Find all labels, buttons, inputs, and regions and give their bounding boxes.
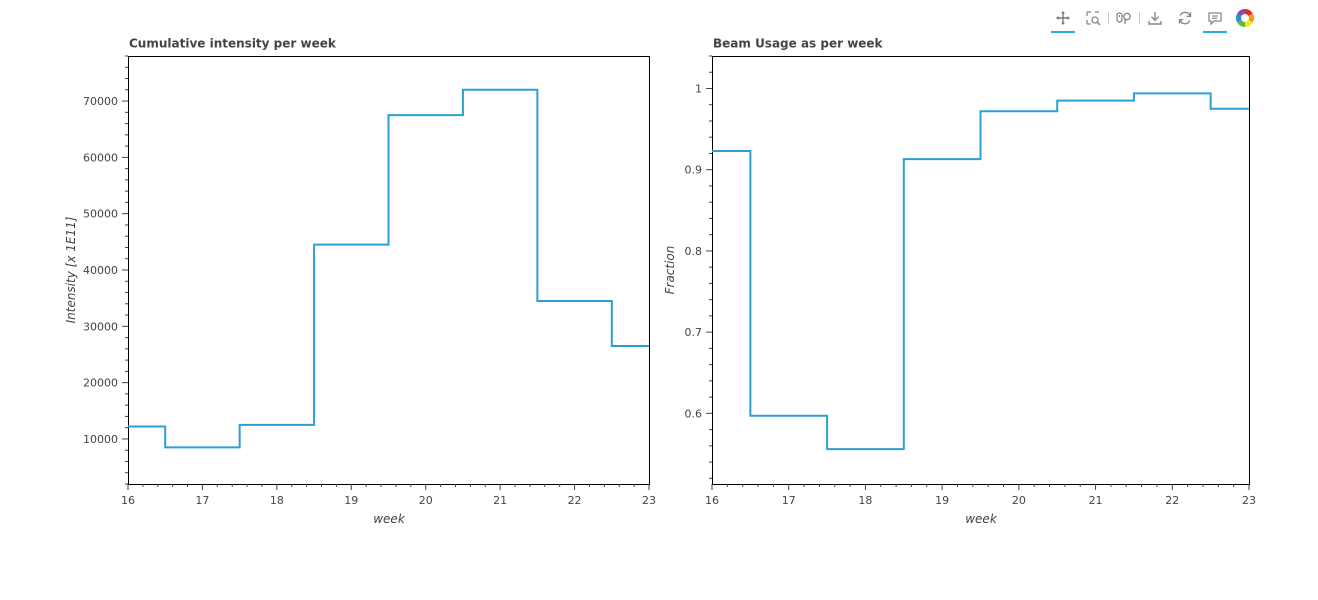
y-tick-label: 0.6 [685,407,703,420]
x-axis-label: week [373,512,406,526]
wheel-zoom-icon [1116,12,1131,24]
toolbar-separator [1139,12,1140,24]
toolbar [1048,4,1260,33]
bokeh-logo-icon [1235,8,1255,28]
plot-title: Cumulative intensity per week [129,37,337,51]
hover-tool[interactable] [1200,4,1230,33]
x-tick-label: 23 [642,494,656,507]
y-axis-label: Intensity [x 1E11] [64,216,78,323]
save-tool[interactable] [1140,4,1170,32]
x-tick-label: 21 [1089,494,1103,507]
x-tick-label: 23 [1242,494,1256,507]
download-icon [1148,12,1162,25]
x-tick-label: 22 [568,494,582,507]
refresh-icon [1178,11,1192,25]
x-tick-label: 17 [782,494,796,507]
pan-tool[interactable] [1048,4,1078,33]
plot-title: Beam Usage as per week [713,37,884,51]
bokeh-logo-link[interactable] [1230,4,1260,32]
x-tick-label: 20 [1012,494,1026,507]
box-zoom-tool[interactable] [1078,4,1108,32]
wheel-zoom-tool[interactable] [1109,4,1139,32]
y-tick-label: 0.8 [685,245,703,258]
x-tick-label: 18 [858,494,872,507]
move-icon [1056,11,1070,25]
y-tick-label: 20000 [83,377,118,390]
y-tick-label: 0.9 [685,164,703,177]
x-tick-label: 17 [195,494,209,507]
series-line [128,88,649,449]
y-tick-label: 70000 [83,95,118,108]
x-tick-label: 22 [1165,494,1179,507]
x-tick-label: 21 [493,494,507,507]
x-tick-label: 20 [419,494,433,507]
comment-icon [1208,12,1222,26]
plot-beam-usage: Beam Usage as per week 0.6 0.7 0.8 0.9 1 16 1… [663,37,1256,527]
box-zoom-icon [1086,11,1101,26]
x-tick-label: 19 [344,494,358,507]
toolbar-separator [1108,12,1109,24]
plot-frame [712,56,1250,485]
x-tick-label: 19 [935,494,949,507]
x-tick-label: 18 [270,494,284,507]
y-tick-label: 10000 [83,433,118,446]
y-tick-label: 1 [695,82,702,95]
x-tick-label: 16 [705,494,719,507]
y-tick-label: 60000 [83,151,118,164]
y-tick-label: 50000 [83,208,118,221]
y-tick-label: 40000 [83,264,118,277]
y-tick-label: 0.7 [685,326,703,339]
plot-frame [128,56,650,485]
y-tick-label: 30000 [83,320,118,333]
x-axis-label: week [965,512,998,526]
y-axis-label: Fraction [663,246,677,295]
reset-tool[interactable] [1170,4,1200,32]
series-line [712,92,1249,451]
x-tick-label: 16 [121,494,135,507]
plot-intensity: Cumulative intensity per week 10000 20000… [64,37,656,527]
